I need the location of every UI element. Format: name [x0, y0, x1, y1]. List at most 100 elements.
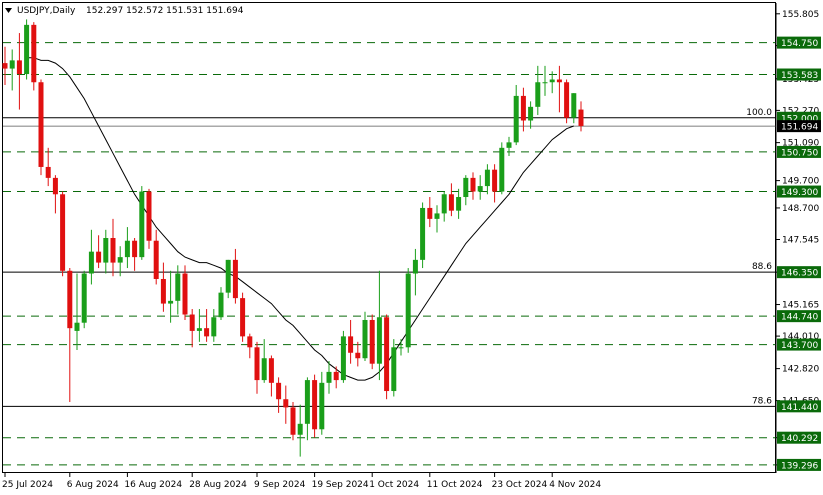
- candle-body: [556, 79, 562, 83]
- candle[interactable]: [9, 49, 15, 91]
- candle[interactable]: [304, 377, 310, 441]
- candle[interactable]: [391, 339, 397, 397]
- candle[interactable]: [283, 385, 289, 424]
- candle[interactable]: [153, 229, 159, 285]
- candle[interactable]: [132, 238, 138, 271]
- candle[interactable]: [506, 136, 512, 157]
- candle[interactable]: [297, 404, 303, 457]
- candle[interactable]: [196, 309, 202, 342]
- candle[interactable]: [564, 79, 570, 124]
- candle[interactable]: [261, 339, 267, 383]
- candle[interactable]: [348, 319, 354, 364]
- candle[interactable]: [434, 205, 440, 233]
- candle[interactable]: [60, 191, 66, 277]
- candle[interactable]: [470, 172, 476, 200]
- candle[interactable]: [319, 371, 325, 435]
- candle[interactable]: [420, 202, 426, 269]
- candle[interactable]: [110, 218, 116, 277]
- candle[interactable]: [290, 401, 296, 441]
- triangle-down-icon[interactable]: [5, 8, 12, 13]
- candle[interactable]: [376, 270, 382, 381]
- candle[interactable]: [362, 311, 368, 361]
- candle[interactable]: [103, 229, 109, 274]
- candle[interactable]: [484, 164, 490, 195]
- candle[interactable]: [45, 147, 51, 187]
- candle[interactable]: [52, 175, 58, 214]
- candle[interactable]: [528, 101, 534, 129]
- candle[interactable]: [247, 333, 253, 359]
- candle[interactable]: [333, 366, 339, 389]
- candle[interactable]: [225, 259, 231, 299]
- plot-area[interactable]: [2, 2, 776, 473]
- level-price-tag[interactable]: 150.750: [777, 145, 821, 159]
- candle[interactable]: [146, 188, 152, 249]
- candle-body: [484, 169, 490, 187]
- candle[interactable]: [24, 19, 30, 80]
- candle[interactable]: [175, 265, 181, 315]
- candle[interactable]: [211, 309, 217, 342]
- candle[interactable]: [81, 270, 87, 329]
- candle[interactable]: [499, 142, 505, 195]
- candle[interactable]: [204, 309, 210, 342]
- candle[interactable]: [369, 314, 375, 370]
- candle[interactable]: [326, 360, 332, 394]
- candle[interactable]: [427, 197, 433, 228]
- candle[interactable]: [340, 330, 346, 383]
- fib-price-tag[interactable]: 141.440: [777, 400, 821, 413]
- candle[interactable]: [2, 46, 8, 85]
- fib-price-tag[interactable]: 146.350: [777, 266, 821, 279]
- candle[interactable]: [88, 229, 94, 285]
- candle[interactable]: [38, 79, 44, 176]
- candle[interactable]: [31, 22, 37, 91]
- candle[interactable]: [240, 292, 246, 342]
- candle[interactable]: [74, 273, 80, 351]
- candle[interactable]: [520, 87, 526, 132]
- candle[interactable]: [412, 248, 418, 296]
- candle[interactable]: [218, 287, 224, 320]
- candle[interactable]: [542, 65, 548, 96]
- candle[interactable]: [168, 270, 174, 323]
- candle[interactable]: [67, 268, 73, 402]
- candle[interactable]: [312, 374, 318, 438]
- candle[interactable]: [96, 235, 102, 269]
- candle[interactable]: [578, 101, 584, 132]
- level-price-tag[interactable]: 143.700: [777, 338, 821, 352]
- candle[interactable]: [139, 186, 145, 260]
- current-price-tag[interactable]: 151.694: [777, 120, 821, 133]
- candle[interactable]: [513, 84, 519, 146]
- candle[interactable]: [384, 314, 390, 400]
- candle[interactable]: [556, 65, 562, 113]
- candle[interactable]: [189, 309, 195, 348]
- candle[interactable]: [254, 341, 260, 394]
- level-price-tag[interactable]: 149.300: [777, 185, 821, 199]
- candle[interactable]: [571, 93, 577, 124]
- candle-body: [182, 273, 188, 315]
- candle[interactable]: [441, 191, 447, 222]
- candle-body: [225, 259, 231, 293]
- candle[interactable]: [492, 164, 498, 203]
- level-price-tag[interactable]: 139.296: [777, 458, 821, 472]
- candle[interactable]: [549, 71, 555, 94]
- candle[interactable]: [268, 355, 274, 397]
- candle[interactable]: [448, 183, 454, 217]
- candle[interactable]: [117, 246, 123, 277]
- level-price-tag[interactable]: 154.750: [777, 36, 821, 50]
- candle[interactable]: [276, 377, 282, 413]
- candle[interactable]: [232, 248, 238, 304]
- candle[interactable]: [124, 227, 130, 269]
- candle[interactable]: [477, 175, 483, 200]
- level-price-tag[interactable]: 153.583: [777, 68, 821, 82]
- candle[interactable]: [463, 175, 469, 206]
- candle[interactable]: [398, 339, 404, 356]
- candle[interactable]: [456, 188, 462, 219]
- candle[interactable]: [405, 268, 411, 353]
- candle[interactable]: [16, 33, 22, 110]
- candle[interactable]: [160, 262, 166, 312]
- candle[interactable]: [182, 265, 188, 320]
- candle[interactable]: [535, 65, 541, 116]
- current-price-tag-label: 151.694: [781, 123, 818, 133]
- candle[interactable]: [355, 341, 361, 367]
- level-price-tag[interactable]: 140.292: [777, 431, 821, 445]
- level-price-tag[interactable]: 144.740: [777, 310, 821, 323]
